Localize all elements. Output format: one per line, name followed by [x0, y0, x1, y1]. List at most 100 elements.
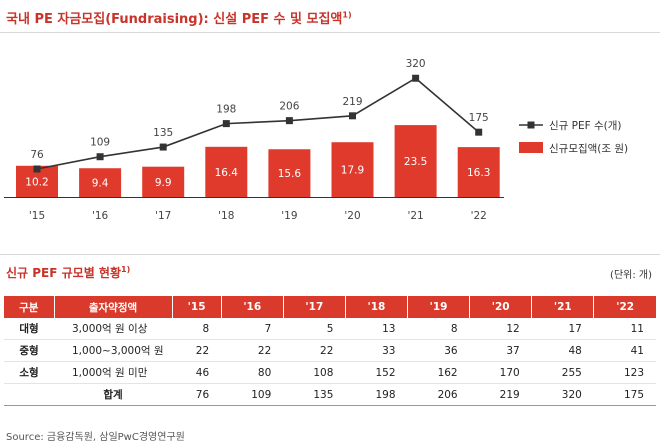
x-tick-label: '16 — [92, 210, 109, 222]
table-header-cell: '19 — [407, 296, 471, 318]
legend-bar-swatch — [519, 142, 543, 153]
bar — [142, 166, 185, 197]
bar — [331, 142, 374, 197]
table-cell: 7 — [221, 318, 284, 340]
table-cell: 합계 — [54, 383, 172, 406]
table-cell: 12 — [469, 318, 532, 340]
table-title-footnote-mark: 1) — [121, 265, 131, 274]
table-header-cell: '18 — [345, 296, 409, 318]
bar — [205, 146, 248, 197]
x-tick-label: '22 — [471, 210, 487, 222]
table-row: 중형 1,000~3,000억 원 22 22 22 33 36 37 48 41 — [4, 339, 656, 362]
table-cell: 80 — [221, 361, 284, 384]
bar — [268, 149, 311, 197]
table-cell: 135 — [283, 383, 346, 406]
line-value-label: 206 — [279, 101, 299, 113]
x-tick-label: '18 — [218, 210, 234, 222]
line-point — [349, 112, 356, 120]
table-cell: 198 — [345, 383, 408, 406]
bar-value-label: 17.9 — [341, 165, 364, 177]
x-tick-label: '15 — [29, 210, 45, 222]
bar-value-label: 10.2 — [25, 176, 48, 188]
table-cell: 46 — [172, 361, 222, 384]
table-cell: 36 — [407, 339, 470, 362]
table-cell: 170 — [469, 361, 532, 384]
table-cell: 22 — [221, 339, 284, 362]
table-cell: 41 — [593, 339, 656, 362]
bar-value-label: 9.4 — [92, 178, 109, 190]
bar-value-label: 15.6 — [278, 168, 302, 180]
table-header-cell: '22 — [593, 296, 656, 318]
table-cell: 대형 — [4, 318, 54, 340]
bar — [457, 147, 500, 197]
table-header-cell: '21 — [531, 296, 595, 318]
table-total-row: 합계 76 109 135 198 206 219 320 175 — [4, 383, 656, 406]
x-tick-label: '19 — [281, 210, 297, 222]
section-divider — [0, 254, 660, 255]
table-cell: 8 — [407, 318, 470, 340]
table-cell: 219 — [469, 383, 532, 406]
x-tick-label: '21 — [407, 210, 423, 222]
line-value-label: 135 — [153, 127, 173, 139]
table-row: 소형 1,000억 원 미만 46 80 108 152 162 170 255 123 — [4, 361, 656, 384]
table-cell: 13 — [345, 318, 408, 340]
title-footnote-mark: 1) — [342, 10, 352, 20]
line-point — [159, 143, 167, 151]
line-point — [96, 153, 104, 161]
line-value-label: 109 — [90, 137, 110, 149]
table-body: 대형 3,000억 원 이상 8 7 5 13 8 12 17 11 중형 1,000~3,000억 … — [4, 318, 656, 406]
legend-line-point — [527, 121, 535, 129]
table-cell: 33 — [345, 339, 408, 362]
table-row: 대형 3,000억 원 이상 8 7 5 13 8 12 17 11 — [4, 318, 656, 340]
table-cell: 162 — [407, 361, 470, 384]
table-cell: 8 — [172, 318, 222, 340]
table-header-cell: '16 — [221, 296, 284, 318]
line-point — [222, 120, 230, 128]
line-value-label: 219 — [342, 96, 362, 108]
table-cell: 22 — [283, 339, 346, 362]
line-point — [33, 165, 41, 173]
table-cell: 109 — [221, 383, 284, 406]
table-cell: 206 — [407, 383, 470, 406]
table-cell: 123 — [593, 361, 656, 384]
bar-value-label: 16.3 — [467, 167, 490, 179]
line-series — [36, 77, 480, 170]
page-header: 국내 PE 자금모집(Fundraising): 신설 PEF 수 및 모집액1… — [6, 8, 654, 27]
line-value-label: 198 — [216, 104, 236, 116]
bar — [79, 168, 122, 197]
pef-size-table: 구분 출자약정액 '15'16'17'18'19'20'21'22 대형 3,000억… — [4, 296, 656, 406]
table-cell: 1,000억 원 미만 — [54, 361, 172, 384]
page-title: 국내 PE 자금모집(Fundraising): 신설 PEF 수 및 모집액1… — [6, 10, 352, 27]
line-point — [412, 74, 420, 82]
fundraising-chart: 10.2 9.4 9.9 16.4 15.6 17.9 23.5 16.3 '15 '16 '17 '… — [4, 58, 628, 222]
bar-value-label: 16.4 — [215, 167, 239, 179]
legend-label: 신규 PEF 수(개) — [549, 120, 622, 132]
line-point — [285, 117, 293, 125]
table-header-cell: '17 — [283, 296, 346, 318]
line-point — [475, 128, 483, 136]
table-cell: 1,000~3,000억 원 — [54, 339, 172, 362]
table-cell: 320 — [531, 383, 594, 406]
table-cell: 3,000억 원 이상 — [54, 318, 172, 340]
x-tick-label: '17 — [155, 210, 171, 222]
table-cell: 76 — [172, 383, 222, 406]
table-cell: 108 — [283, 361, 346, 384]
table-cell — [4, 383, 54, 406]
bar-value-label: 9.9 — [155, 177, 172, 189]
table-title: 신규 PEF 규모별 현황1) — [6, 265, 131, 280]
table-unit: (단위: 개) — [610, 270, 652, 281]
bar — [394, 125, 437, 197]
table-cell: 17 — [531, 318, 594, 340]
table-cell: 5 — [283, 318, 346, 340]
table-cell: 22 — [172, 339, 222, 362]
table-cell: 37 — [469, 339, 532, 362]
table-cell: 175 — [593, 383, 656, 406]
x-tick-label: '20 — [344, 210, 360, 222]
table-cell: 중형 — [4, 339, 54, 362]
line-value-label: 175 — [469, 112, 489, 124]
table-header-row: 구분 출자약정액 '15'16'17'18'19'20'21'22 — [4, 296, 656, 318]
line-value-label: 320 — [406, 58, 426, 70]
table-header-cell: 구분 — [4, 296, 55, 318]
table-cell: 48 — [531, 339, 594, 362]
bar-value-label: 23.5 — [404, 156, 427, 168]
